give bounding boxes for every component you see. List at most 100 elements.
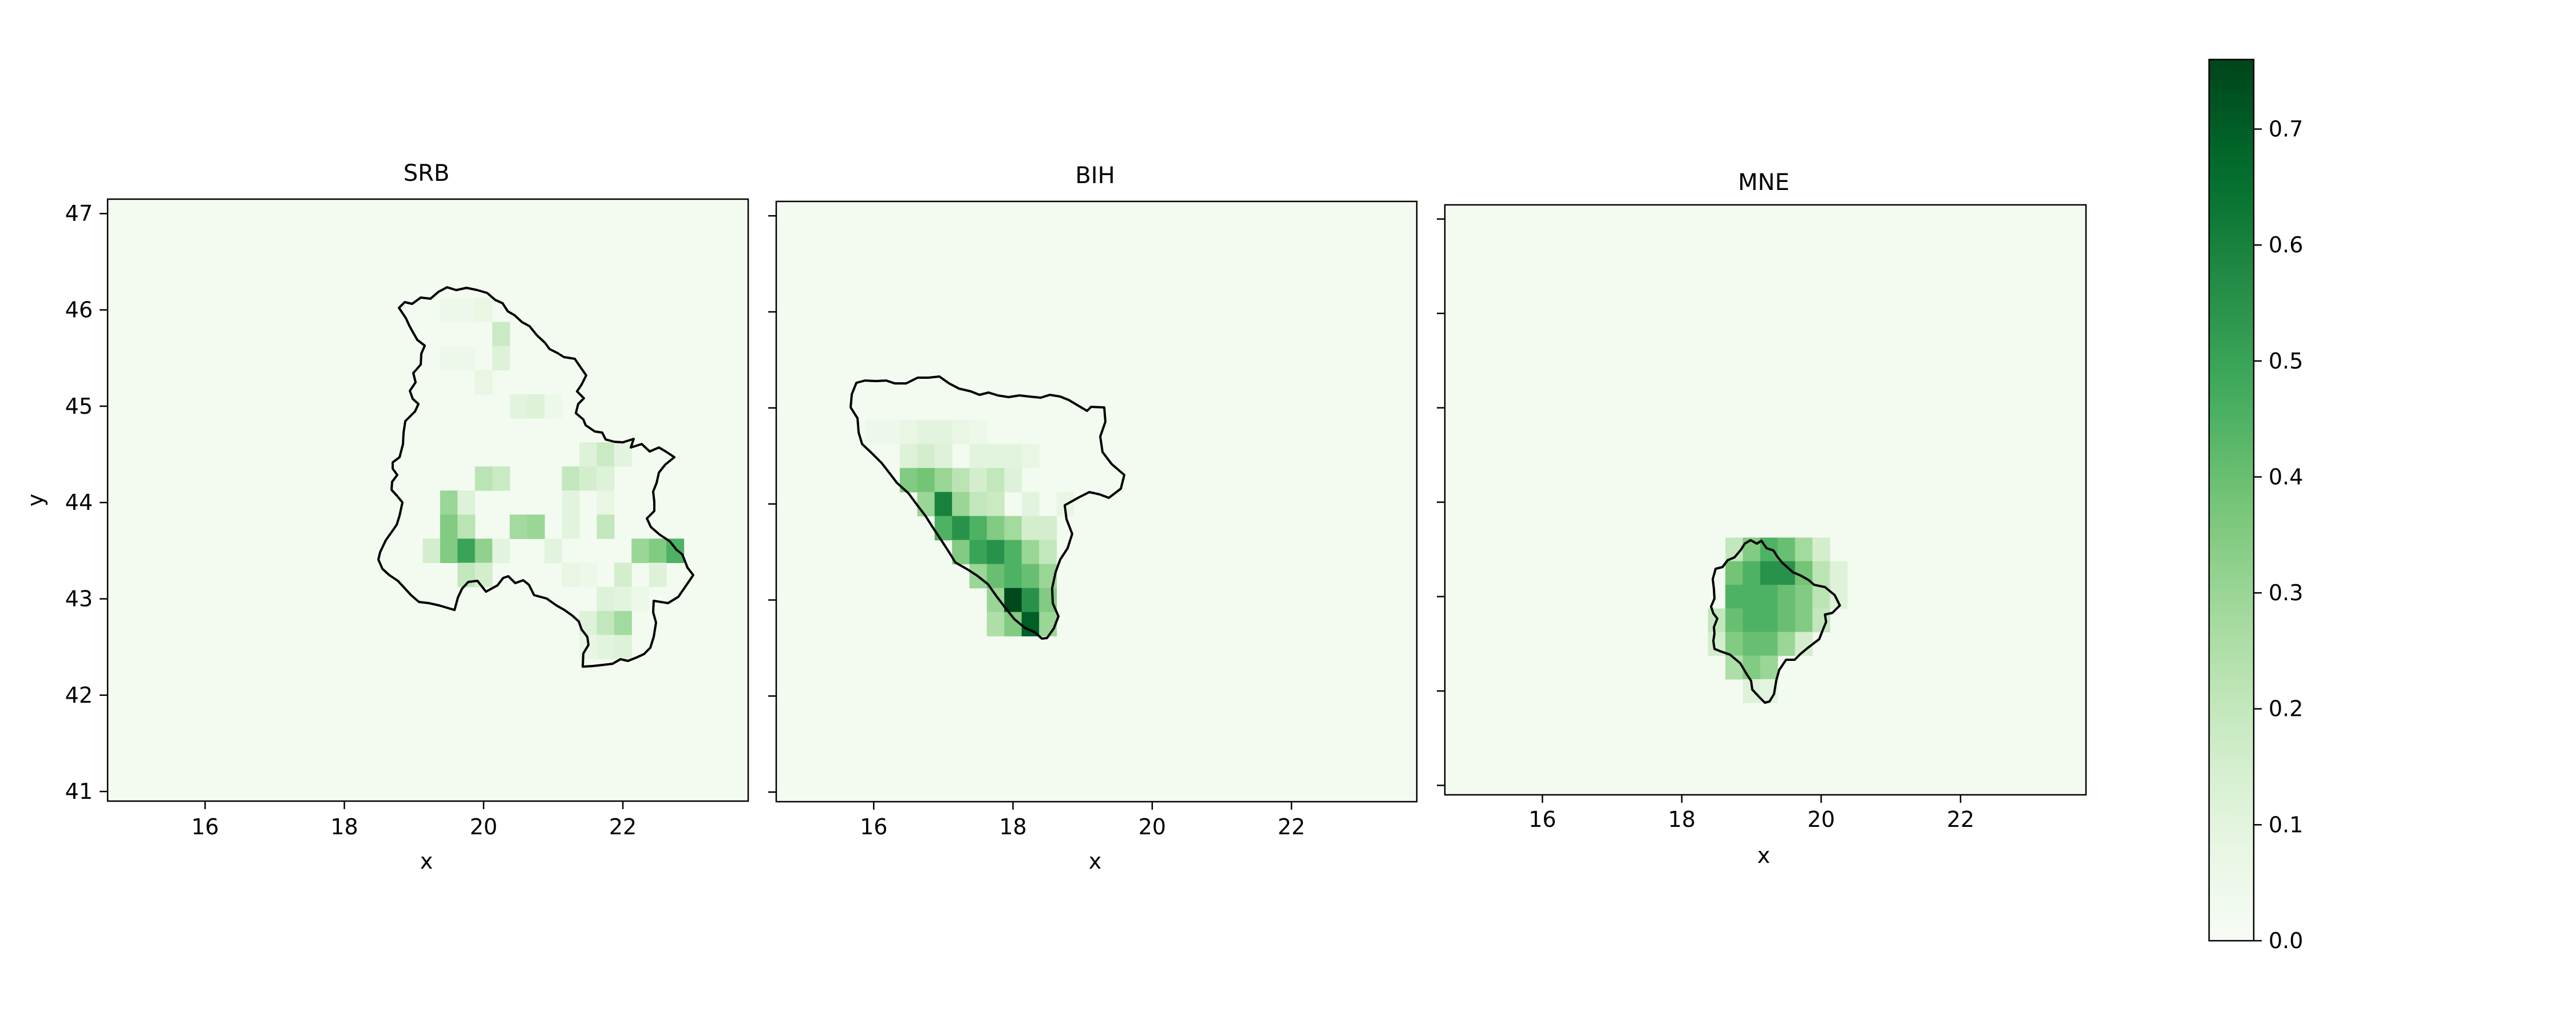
heatmap-background <box>108 199 748 801</box>
heatmap-cell <box>614 562 632 588</box>
heatmap-cell <box>952 419 970 445</box>
heatmap-cell <box>527 394 545 419</box>
heatmap-cell <box>952 468 970 493</box>
heatmap-cell <box>1743 632 1761 656</box>
heatmap-cell <box>475 298 493 323</box>
heatmap-cell <box>1725 632 1743 656</box>
heatmap-cell <box>1743 608 1761 632</box>
heatmap-cell <box>1039 540 1057 565</box>
colorbar-tick-label: 0.0 <box>2269 928 2303 953</box>
heatmap-cell <box>1760 608 1778 632</box>
colorbar-tick-label: 0.1 <box>2269 812 2303 837</box>
heatmap-cell <box>614 635 632 660</box>
x-tick-label: 16 <box>1528 807 1556 832</box>
axes-frame <box>106 198 749 802</box>
heatmap-cell <box>1021 564 1040 589</box>
heatmap-cell <box>934 468 953 493</box>
heatmap-cell <box>969 443 987 469</box>
heatmap-cell <box>1725 561 1743 585</box>
heatmap-cell <box>865 419 883 445</box>
heatmap-cell <box>969 492 987 517</box>
heatmap-cell <box>1760 655 1778 680</box>
heatmap-cells <box>776 201 1417 802</box>
x-axis-ticks: 16 18 20 22 <box>1528 795 1974 832</box>
heatmap-cell <box>1021 516 1040 541</box>
axes-frame <box>775 200 1418 803</box>
axes-frame <box>1444 204 2087 796</box>
heatmap-cell <box>631 538 650 563</box>
heatmap-cell <box>1777 632 1796 656</box>
heatmap-cell <box>1760 561 1778 585</box>
x-tick-label: 22 <box>1947 807 1974 832</box>
heatmap-cell <box>1795 608 1813 632</box>
panel-title: SRB <box>404 160 450 187</box>
heatmap-cell <box>952 516 970 541</box>
heatmap-cell <box>614 442 632 467</box>
heatmap-cell <box>666 538 685 563</box>
heatmap-cell <box>596 490 615 515</box>
heatmap-cell <box>1004 540 1022 565</box>
heatmap-cell <box>986 564 1005 589</box>
heatmap-cell <box>986 612 1005 637</box>
heatmap-cell <box>1760 632 1778 656</box>
heatmap-background <box>1445 205 2086 795</box>
heatmap-cell <box>1743 585 1761 609</box>
heatmap-cell <box>457 514 476 539</box>
x-axis-label: x <box>1757 843 1771 868</box>
y-tick-label: 41 <box>65 779 93 804</box>
heatmap-cell <box>440 538 458 563</box>
heatmap-cell <box>457 538 476 563</box>
heatmap-cells <box>1445 205 2086 795</box>
colorbar-tick-label: 0.7 <box>2269 117 2303 142</box>
heatmap-cell <box>562 466 580 491</box>
y-tick-label: 46 <box>65 298 93 323</box>
heatmap-cell <box>492 538 510 563</box>
heatmap-cell <box>917 492 935 517</box>
heatmap-cell <box>917 468 935 493</box>
colorbar-tick-label: 0.4 <box>2269 464 2303 489</box>
heatmap-cell <box>492 466 510 491</box>
x-tick-label: 18 <box>1668 807 1696 832</box>
heatmap-cell <box>986 540 1005 565</box>
heatmap-cells <box>108 199 748 801</box>
x-tick-label: 16 <box>860 814 887 839</box>
heatmap-cell <box>917 419 935 445</box>
panel-bih: BIH 16 18 20 22 x <box>768 163 1418 874</box>
heatmap-cell <box>562 562 580 588</box>
heatmap-cell <box>986 516 1005 541</box>
heatmap-cell <box>440 298 458 323</box>
colorbar-tick-label: 0.3 <box>2269 580 2303 605</box>
colorbar: 0.0 0.1 0.2 0.3 0.4 0.5 0.6 0.7 <box>2208 58 2303 953</box>
x-tick-label: 22 <box>609 814 637 839</box>
heatmap-cell <box>1004 516 1022 541</box>
x-axis-label: x <box>1089 849 1102 874</box>
heatmap-cell <box>969 419 987 445</box>
heatmap-cell <box>1812 561 1831 585</box>
heatmap-cell <box>440 490 458 515</box>
x-tick-label: 18 <box>330 814 358 839</box>
heatmap-cell <box>1812 608 1831 632</box>
y-tick-label: 42 <box>65 683 93 708</box>
heatmap-cell <box>579 466 597 491</box>
heatmap-cell <box>934 492 953 517</box>
heatmap-cell <box>509 514 528 539</box>
y-tick-label: 45 <box>65 394 93 419</box>
country-outline <box>1710 539 1841 704</box>
heatmap-cell <box>596 442 615 467</box>
heatmap-cell <box>934 443 953 469</box>
heatmap-cell <box>1021 443 1040 469</box>
heatmap-cell <box>1004 588 1022 613</box>
y-axis-ticks <box>768 215 776 793</box>
heatmap-cell <box>527 514 545 539</box>
colorbar-tick-label: 0.5 <box>2269 348 2303 374</box>
x-tick-label: 16 <box>191 814 219 839</box>
heatmap-cell <box>1021 540 1040 565</box>
heatmap-cell <box>596 635 615 660</box>
heatmap-cell <box>457 346 476 371</box>
heatmap-cell <box>1039 612 1057 637</box>
heatmap-cell <box>1760 585 1778 609</box>
heatmap-cell <box>579 562 597 588</box>
y-axis-label: y <box>23 494 48 507</box>
heatmap-cell <box>899 443 918 469</box>
heatmap-cell <box>899 419 918 445</box>
